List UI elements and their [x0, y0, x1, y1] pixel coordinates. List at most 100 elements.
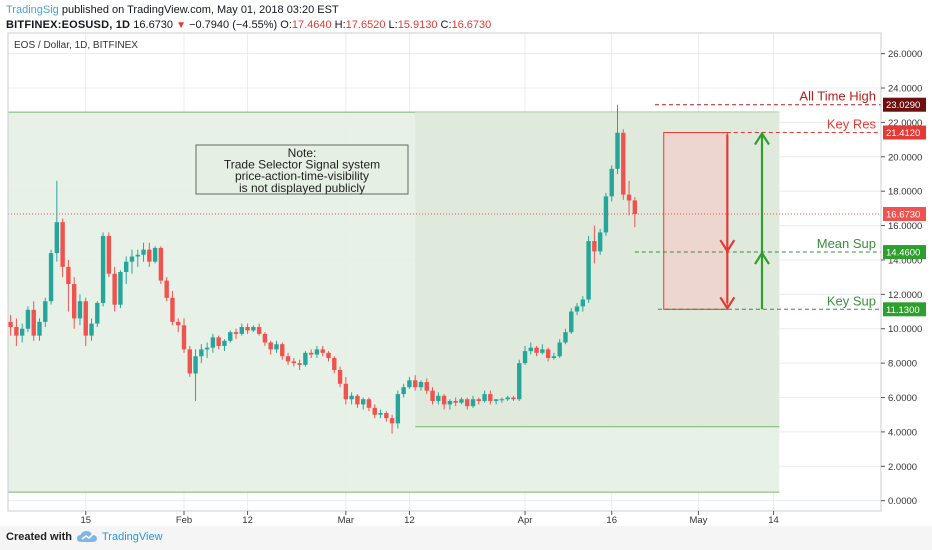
- candle-body: [436, 395, 441, 401]
- note-line: is not displayed publicly: [239, 181, 365, 195]
- x-tick-label: Apr: [518, 515, 533, 526]
- candle-body: [326, 352, 331, 358]
- candle-body: [493, 399, 499, 401]
- candle-body: [366, 399, 372, 408]
- candle-body: [465, 399, 470, 407]
- candle-body: [355, 395, 360, 405]
- y-tick-label: 2.0000: [888, 462, 917, 473]
- candle-body: [54, 222, 60, 254]
- level-label: Key Sup: [827, 293, 876, 308]
- y-tick-label: 26.0000: [888, 49, 922, 60]
- down-arrowhead-lower: [719, 296, 736, 311]
- footer: Created with TradingView: [0, 526, 932, 550]
- x-tick-label: 12: [242, 515, 253, 526]
- candle-body: [372, 407, 377, 415]
- y-tick-label: 6.0000: [888, 393, 917, 404]
- last-price: 16.6730: [133, 19, 174, 31]
- candle-body: [476, 399, 481, 401]
- candle-body: [60, 222, 65, 267]
- price-tag: [883, 97, 926, 112]
- candle-body: [124, 261, 129, 272]
- candle-body: [100, 235, 106, 303]
- candle-body: [37, 321, 42, 336]
- candle-body: [470, 399, 476, 407]
- candle-body: [147, 249, 152, 262]
- tradingview-logo-text[interactable]: TradingView: [102, 531, 163, 543]
- candle-body: [395, 394, 401, 424]
- candle-body: [314, 349, 320, 355]
- candle-body: [152, 247, 158, 262]
- candle-body: [77, 301, 83, 319]
- candle-body: [193, 356, 198, 374]
- candle-body: [621, 132, 626, 195]
- price-tag-label: 23.0290: [886, 100, 920, 111]
- x-tick-label: Feb: [176, 515, 192, 526]
- price-change: −0.7940 (−4.55%): [189, 19, 278, 31]
- x-tick-label: Mar: [338, 515, 354, 526]
- candle-body: [459, 399, 464, 403]
- candle-body: [233, 332, 239, 334]
- y-tick-label: 12.0000: [888, 290, 922, 301]
- price-tag-label: 11.1300: [886, 305, 920, 316]
- candle-body: [308, 352, 314, 355]
- candle-body: [511, 397, 516, 400]
- candle-body: [551, 356, 557, 358]
- chart-title: EOS / Dollar, 1D, BITFINEX: [14, 40, 138, 51]
- candle-body: [268, 342, 273, 350]
- candle-body: [517, 363, 522, 400]
- candle-body: [256, 327, 262, 334]
- published-text: published on TradingView.com, May 01, 20…: [61, 4, 339, 16]
- y-tick-label: 4.0000: [888, 427, 917, 438]
- high-value: 17.6520: [345, 19, 386, 31]
- price-tag: [883, 125, 926, 140]
- symbol-label: BITFINEX:EOSUSD, 1D: [6, 19, 131, 31]
- candle-body: [164, 280, 169, 298]
- candle-body: [106, 235, 112, 274]
- y-tick-label: 22.0000: [888, 118, 922, 129]
- y-tick-label: 16.0000: [888, 221, 922, 232]
- candle-body: [251, 327, 256, 331]
- candle-body: [95, 302, 100, 324]
- time-axis: 15 Feb 12 Mar 12 Apr 16 May 14: [80, 511, 779, 526]
- candle-body: [615, 132, 620, 169]
- candle-body: [71, 284, 77, 319]
- candle-body: [285, 356, 291, 362]
- candle-body: [505, 397, 510, 400]
- candle-body: [488, 394, 493, 401]
- candle-body: [482, 394, 487, 401]
- candle-body: [14, 327, 19, 336]
- note-title: Note:: [288, 146, 317, 160]
- candle-body: [129, 256, 135, 262]
- y-tick-label: 24.0000: [888, 84, 922, 95]
- candles: [8, 104, 638, 434]
- created-with-label: Created with: [6, 531, 73, 543]
- candle-body: [632, 200, 638, 215]
- candle-body: [239, 327, 244, 334]
- low-label: L:: [388, 19, 398, 31]
- x-tick-label: 12: [404, 515, 415, 526]
- candle-body: [19, 328, 25, 336]
- tradingview-cloud-icon: [77, 531, 97, 542]
- candle-body: [540, 349, 545, 353]
- target-box: [663, 132, 728, 310]
- candle-body: [626, 194, 632, 201]
- candle-body: [158, 247, 164, 281]
- price-chart[interactable]: All Time High Key Res Mean Sup Key Sup EOS …: [0, 32, 932, 526]
- candle-body: [199, 349, 204, 357]
- author-link[interactable]: TradingSig: [6, 4, 59, 16]
- candle-body: [441, 395, 447, 405]
- candle-body: [597, 232, 603, 252]
- close-label: C:: [440, 19, 452, 31]
- note-line: Trade Selector Signal system: [224, 158, 380, 172]
- candle-body: [31, 309, 36, 336]
- candle-body: [349, 395, 354, 400]
- candle-body: [89, 323, 94, 336]
- price-tag-label: 14.4600: [886, 248, 920, 259]
- candle-body: [170, 297, 175, 322]
- note-line: price-action-time-visibility: [235, 169, 369, 183]
- up-arrowhead-upper: [754, 131, 770, 146]
- candle-body: [320, 349, 325, 353]
- candle-body: [83, 301, 88, 336]
- price-tag: [883, 245, 926, 260]
- y-tick-label: 8.0000: [888, 359, 917, 370]
